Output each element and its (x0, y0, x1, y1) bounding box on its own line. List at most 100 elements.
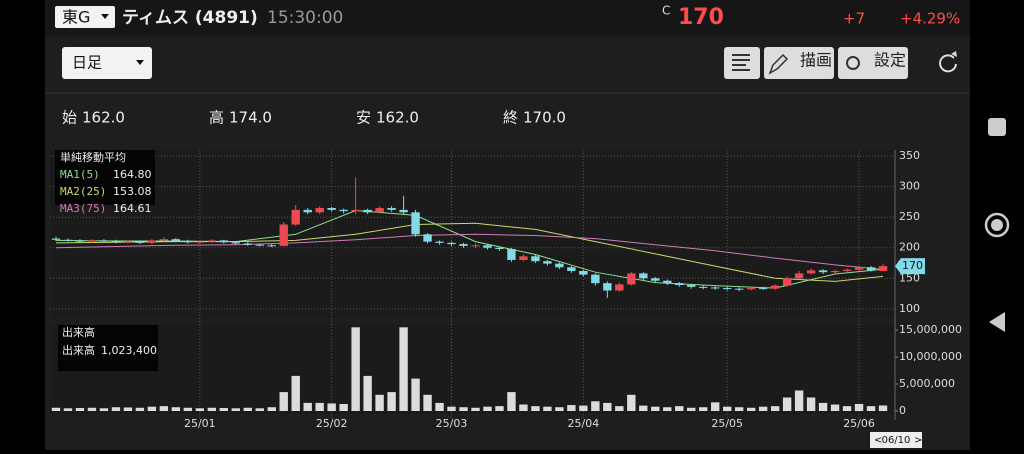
volume-bar (123, 407, 133, 411)
volume-title: 出来高 (62, 325, 95, 339)
candle-body (842, 269, 852, 271)
volume-bar (87, 407, 97, 411)
volume-legend-value: 1,023,400 (101, 344, 157, 357)
candle-body (746, 288, 756, 290)
volume-bar (231, 408, 240, 411)
volume-bar (782, 397, 792, 411)
volume-bar (651, 406, 660, 411)
nav-recent[interactable] (988, 118, 1006, 136)
volume-bar (734, 407, 744, 411)
cursor-arrow-left: < (874, 435, 882, 446)
volume-bar (591, 401, 600, 411)
candle-body (279, 224, 288, 246)
candle-body (495, 247, 504, 249)
x-tick-label: 25/06 (843, 417, 875, 430)
refresh-arrow (951, 51, 957, 57)
volume-tick-label: 5,000,000 (899, 377, 955, 390)
candle-body (411, 212, 420, 235)
volume-bar (195, 408, 205, 411)
volume-bar (327, 403, 336, 411)
market-select[interactable] (55, 6, 115, 28)
volume-bar (746, 407, 756, 411)
period-select[interactable] (62, 47, 152, 79)
volume-bar (63, 408, 73, 411)
cursor-arrow-right: > (914, 435, 922, 446)
volume-bar (399, 327, 408, 411)
candle-body (615, 284, 624, 291)
volume-bar (219, 408, 228, 411)
volume-bar (627, 394, 636, 411)
ohlc-value: 162.0 (376, 109, 419, 127)
volume-bar (794, 390, 804, 411)
volume-bar (603, 402, 612, 411)
volume-bar (339, 403, 348, 411)
time: 15:30:00 (267, 8, 343, 28)
candle-body (794, 273, 804, 279)
candle-body (183, 241, 193, 243)
ohlc-label: 始 (62, 109, 77, 127)
ma-line (55, 222, 884, 282)
candle-body (543, 261, 552, 264)
volume-bar (770, 406, 780, 411)
volume-bar (51, 407, 61, 411)
candle-body (519, 256, 528, 260)
candle-body (687, 285, 696, 287)
volume-tick-label: 0 (899, 404, 906, 417)
candle-body (387, 208, 396, 210)
candle-body (866, 267, 876, 271)
candle-body (63, 239, 73, 241)
last-price-tag (895, 258, 925, 275)
nav-home[interactable] (984, 212, 1010, 238)
volume-bar (615, 406, 624, 411)
settings-button[interactable] (838, 47, 908, 79)
candle-body (567, 267, 576, 271)
volume-bar (411, 378, 420, 411)
volume-bar (315, 402, 324, 411)
draw-button[interactable] (764, 47, 834, 79)
candle-body (459, 244, 468, 246)
volume-bar (243, 407, 252, 411)
volume-bar (207, 407, 217, 411)
volume-bar (878, 405, 888, 411)
candle-body (423, 234, 432, 242)
ohlc-label: 安 (356, 109, 371, 127)
volume-bar (830, 404, 840, 411)
candle-body (231, 242, 240, 244)
refresh-icon[interactable] (939, 54, 957, 73)
gear-icon (846, 56, 860, 70)
stock-name: ティムス (4891) (122, 8, 258, 28)
list-button[interactable] (724, 47, 760, 79)
ohlc-value: 170.0 (523, 109, 566, 127)
volume-bar (663, 407, 672, 411)
legend-name: MA2(25) (60, 185, 106, 198)
volume-bar (495, 406, 504, 411)
grid (50, 150, 895, 420)
cursor-date-box[interactable] (870, 432, 922, 448)
volume-legend-label: 出来高 (62, 343, 95, 357)
legend-value: 164.61 (113, 202, 152, 215)
candle-body (75, 240, 85, 242)
volume-bar (267, 407, 276, 411)
candle-body (830, 270, 840, 273)
candle-body (243, 243, 252, 245)
volume-bar (171, 407, 181, 411)
list-icon (732, 54, 750, 71)
volume-tick-label: 10,000,000 (899, 350, 962, 363)
ohlc-label: 終 (503, 109, 518, 127)
y-tick-label: 350 (899, 149, 920, 162)
nav-back[interactable] (989, 312, 1005, 332)
change-pct: +4.29% (900, 10, 960, 28)
volume-bar (279, 392, 288, 411)
change: +7 (843, 10, 865, 28)
price-prefix: C (662, 4, 670, 18)
volume-bar (99, 408, 109, 411)
volume-bar (423, 394, 432, 411)
volume-bar (579, 405, 588, 411)
volume-bar (291, 375, 300, 411)
volume-bar (842, 406, 852, 411)
settings-label-clip: 設定 (874, 51, 905, 70)
legend-name: MA3(75) (60, 202, 106, 215)
y-tick-label: 150 (899, 271, 920, 284)
volume-bar (711, 402, 720, 411)
